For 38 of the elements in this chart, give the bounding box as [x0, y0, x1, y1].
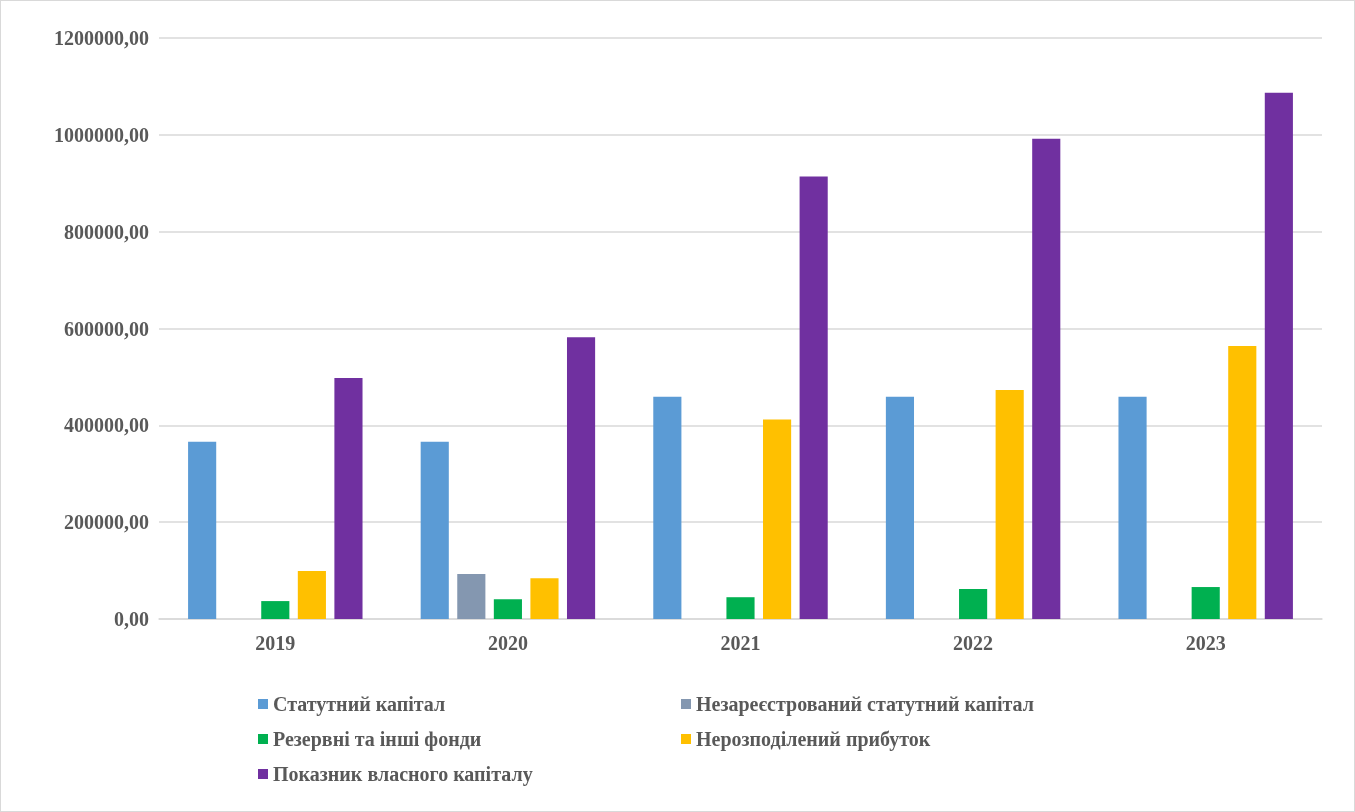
bar — [457, 573, 486, 619]
y-tick-label: 1200000,00 — [54, 27, 149, 49]
y-tick-label: 800000,00 — [64, 220, 149, 243]
bar — [763, 419, 792, 619]
x-tick-label: 2020 — [487, 632, 528, 654]
bar — [1032, 138, 1061, 619]
bar — [566, 337, 596, 619]
x-tick-label: 2021 — [720, 632, 761, 654]
bar — [493, 599, 522, 619]
legend-label: Показник власного капіталу — [273, 763, 533, 786]
bar — [885, 396, 915, 619]
y-tick-label: 1000000,00 — [54, 123, 149, 146]
bar — [261, 601, 290, 619]
bar — [1118, 396, 1147, 619]
bar — [420, 441, 449, 619]
legend-label: Незареєстрований статутний капітал — [696, 693, 1034, 716]
x-tick-label: 2022 — [953, 632, 994, 654]
x-tick-label: 2023 — [1185, 632, 1226, 654]
bar — [1264, 92, 1293, 619]
y-tick-label: 600000,00 — [64, 317, 149, 340]
x-tick-label: 2019 — [255, 632, 296, 654]
bar — [995, 389, 1024, 619]
bar — [959, 588, 988, 619]
bar — [1228, 345, 1257, 619]
bar — [188, 441, 217, 619]
y-tick-label: 400000,00 — [64, 414, 149, 437]
bar — [297, 571, 326, 619]
bar — [1191, 587, 1220, 619]
bar — [530, 578, 559, 619]
legend-label: Статутний капітал — [273, 693, 446, 716]
bar — [653, 396, 682, 619]
bar — [334, 377, 363, 619]
legend-label: Нерозподілений прибуток — [696, 728, 931, 751]
legend-label: Резервні та інші фонди — [273, 728, 482, 751]
y-tick-label: 0,00 — [114, 608, 149, 630]
bar — [726, 597, 755, 619]
y-tick-label: 200000,00 — [64, 511, 149, 534]
bar — [799, 176, 828, 619]
